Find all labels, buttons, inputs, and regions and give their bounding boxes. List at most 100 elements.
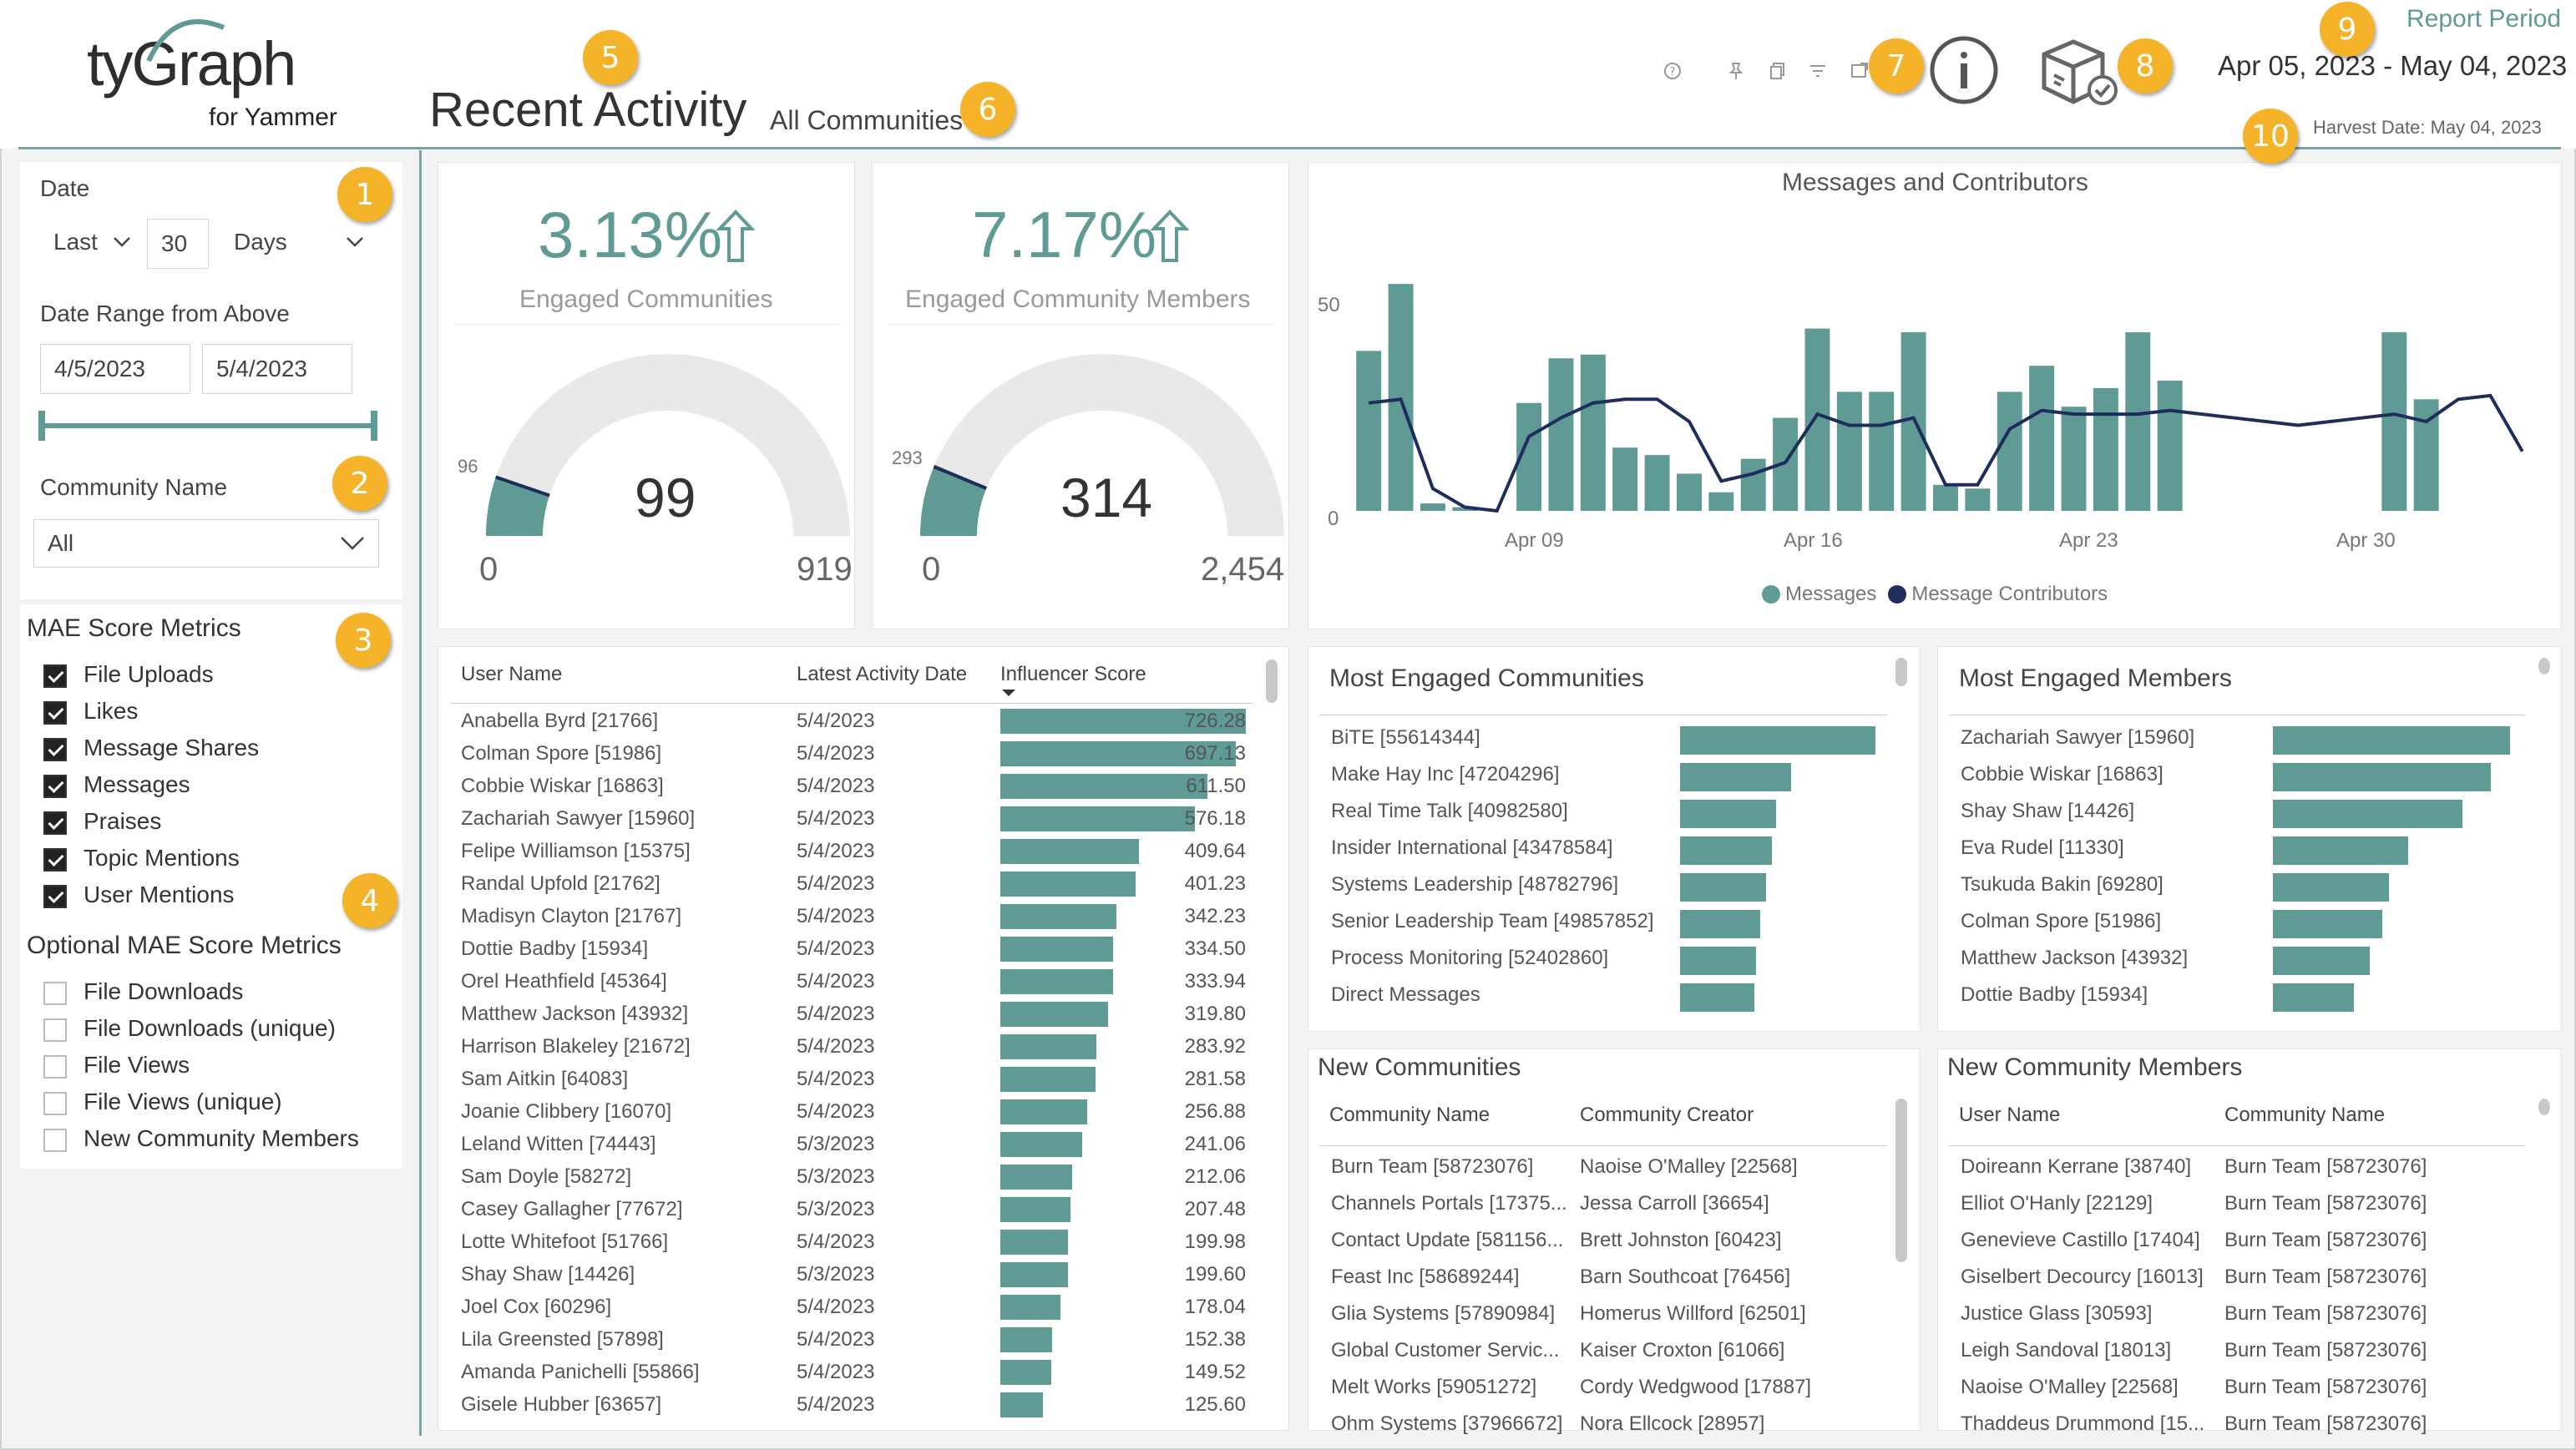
bar-messages[interactable] — [1580, 354, 1606, 511]
bar-messages[interactable] — [1965, 488, 1991, 511]
table-cell-user[interactable]: Joel Cox [60296] — [461, 1296, 612, 1318]
col-header-community-name[interactable]: Community Name — [1329, 1104, 1490, 1126]
table-cell-user[interactable]: Dottie Badby [15934] — [461, 937, 649, 960]
copy-icon[interactable] — [1765, 58, 1790, 83]
bar-messages[interactable] — [1677, 473, 1702, 511]
table-cell[interactable]: Nora Ellcock [28957] — [1580, 1412, 1765, 1435]
table-cell[interactable]: Burn Team [58723076] — [2224, 1339, 2427, 1362]
table-cell[interactable]: Genevieve Castillo [17404] — [1961, 1229, 2200, 1251]
sort-desc-icon[interactable] — [1000, 688, 1017, 698]
table-cell-user[interactable]: Anabella Byrd [21766] — [461, 710, 659, 732]
new-communities-scrollbar[interactable] — [1895, 1099, 1907, 1262]
table-cell-user[interactable]: Shay Shaw [14426] — [461, 1263, 635, 1286]
data-package-icon[interactable] — [2036, 33, 2119, 110]
range-end-input[interactable]: 5/4/2023 — [202, 344, 352, 394]
table-cell[interactable]: Burn Team [58723076] — [2224, 1266, 2427, 1288]
engaged-communities-scrollbar[interactable] — [1895, 658, 1907, 686]
filter-icon[interactable] — [1805, 58, 1830, 83]
list-item-label[interactable]: Shay Shaw [14426] — [1961, 800, 2135, 822]
table-cell-user[interactable]: Zachariah Sawyer [15960] — [461, 807, 696, 830]
info-icon[interactable] — [1929, 35, 1999, 105]
date-unit-select[interactable]: Days — [220, 219, 376, 265]
table-cell-user[interactable]: Madisyn Clayton [21767] — [461, 905, 682, 927]
table-cell-user[interactable]: Colman Spore [51986] — [461, 742, 662, 765]
table-cell[interactable]: Cordy Wedgwood [17887] — [1580, 1376, 1812, 1398]
focus-mode-icon[interactable] — [1847, 58, 1872, 83]
bar-messages[interactable] — [2381, 332, 2407, 511]
table-cell[interactable]: Contact Update [581156... — [1331, 1229, 1564, 1251]
table-cell[interactable]: Barn Southcoat [76456] — [1580, 1266, 1791, 1288]
table-cell[interactable]: Burn Team [58723076] — [2224, 1412, 2427, 1435]
range-start-input[interactable]: 4/5/2023 — [40, 344, 190, 394]
table-cell-user[interactable]: Amanda Panichelli [55866] — [461, 1361, 700, 1383]
table-cell[interactable]: Doireann Kerrane [38740] — [1961, 1155, 2192, 1178]
bar-messages[interactable] — [1997, 392, 2022, 511]
checkbox[interactable] — [43, 775, 67, 798]
col-header-community-creator[interactable]: Community Creator — [1580, 1104, 1754, 1126]
col-header-user[interactable]: User Name — [461, 663, 563, 685]
list-item-label[interactable]: Zachariah Sawyer [15960] — [1961, 726, 2195, 749]
table-cell[interactable]: Glia Systems [57890984] — [1331, 1302, 1556, 1325]
table-cell[interactable]: Global Customer Servic... — [1331, 1339, 1560, 1362]
table-cell[interactable]: Jessa Carroll [36654] — [1580, 1192, 1769, 1215]
bar-messages[interactable] — [1388, 284, 1414, 511]
checkbox[interactable] — [43, 1018, 67, 1042]
bar-messages[interactable] — [1804, 328, 1830, 511]
slider-handle-end[interactable] — [371, 411, 377, 441]
table-cell-user[interactable]: Matthew Jackson [43932] — [461, 1003, 689, 1025]
list-item-label[interactable]: Colman Spore [51986] — [1961, 910, 2162, 932]
col-header-score[interactable]: Influencer Score — [1000, 663, 1146, 685]
table-cell[interactable]: Feast Inc [58689244] — [1331, 1266, 1520, 1288]
bar-messages[interactable] — [1356, 351, 1382, 511]
date-count-input[interactable]: 30 — [147, 219, 209, 269]
table-cell[interactable]: Thaddeus Drummond [15... — [1961, 1412, 2205, 1435]
table-cell[interactable]: Burn Team [58723076] — [2224, 1192, 2427, 1215]
date-range-slider[interactable] — [38, 411, 377, 441]
bar-messages[interactable] — [1644, 455, 1670, 511]
table-cell[interactable]: Channels Portals [17375... — [1331, 1192, 1567, 1215]
table-cell[interactable]: Leigh Sandoval [18013] — [1961, 1339, 2172, 1362]
col-header-member-community[interactable]: Community Name — [2224, 1104, 2386, 1126]
col-header-user-name[interactable]: User Name — [1959, 1104, 2061, 1126]
bar-messages[interactable] — [2061, 407, 2087, 511]
slider-handle-start[interactable] — [38, 411, 45, 441]
checkbox[interactable] — [43, 664, 67, 688]
checkbox[interactable] — [43, 885, 67, 908]
list-item-label[interactable]: Senior Leadership Team [49857852] — [1331, 910, 1654, 932]
checkbox[interactable] — [43, 848, 67, 872]
bar-messages[interactable] — [1869, 392, 1895, 511]
help-icon[interactable]: ? — [1660, 58, 1685, 83]
new-members-scrollbar[interactable] — [2538, 1099, 2550, 1115]
checkbox[interactable] — [43, 701, 67, 725]
table-cell[interactable]: Burn Team [58723076] — [2224, 1376, 2427, 1398]
checkbox[interactable] — [43, 738, 67, 761]
list-item-label[interactable]: BiTE [55614344] — [1331, 726, 1480, 749]
bar-messages[interactable] — [1708, 492, 1734, 511]
bar-messages[interactable] — [2093, 387, 2118, 511]
table-cell[interactable]: Giselbert Decourcy [16013] — [1961, 1266, 2204, 1288]
table-cell[interactable]: Elliot O'Hanly [22129] — [1961, 1192, 2153, 1215]
checkbox[interactable] — [43, 1129, 67, 1152]
date-relative-select[interactable]: Last — [40, 219, 132, 265]
table-cell-user[interactable]: Gisele Hubber [63657] — [461, 1393, 662, 1416]
bar-messages[interactable] — [1612, 447, 1638, 511]
table-cell-user[interactable]: Harrison Blakeley [21672] — [461, 1035, 691, 1058]
checkbox[interactable] — [43, 1092, 67, 1115]
list-item-label[interactable]: Real Time Talk [40982580] — [1331, 800, 1568, 822]
list-item-label[interactable]: Direct Messages — [1331, 983, 1480, 1006]
checkbox[interactable] — [43, 1055, 67, 1079]
table-cell-user[interactable]: Sam Aitkin [64083] — [461, 1068, 629, 1090]
table-cell[interactable]: Justice Glass [30593] — [1961, 1302, 2153, 1325]
bar-messages[interactable] — [1452, 507, 1478, 511]
table-cell[interactable]: Kaiser Croxton [61066] — [1580, 1339, 1785, 1362]
table-cell-user[interactable]: Felipe Williamson [15375] — [461, 840, 691, 862]
table-cell-user[interactable]: Lotte Whitefoot [51766] — [461, 1230, 669, 1253]
table-cell[interactable]: Burn Team [58723076] — [2224, 1155, 2427, 1178]
list-item-label[interactable]: Process Monitoring [52402860] — [1331, 947, 1609, 969]
community-select[interactable]: All — [33, 519, 379, 568]
list-item-label[interactable]: Systems Leadership [48782796] — [1331, 873, 1619, 896]
list-item-label[interactable]: Eva Rudel [11330] — [1961, 836, 2124, 859]
bar-messages[interactable] — [2157, 381, 2183, 511]
list-item-label[interactable]: Tsukuda Bakin [69280] — [1961, 873, 2164, 896]
table-cell-user[interactable]: Orel Heathfield [45364] — [461, 970, 667, 993]
